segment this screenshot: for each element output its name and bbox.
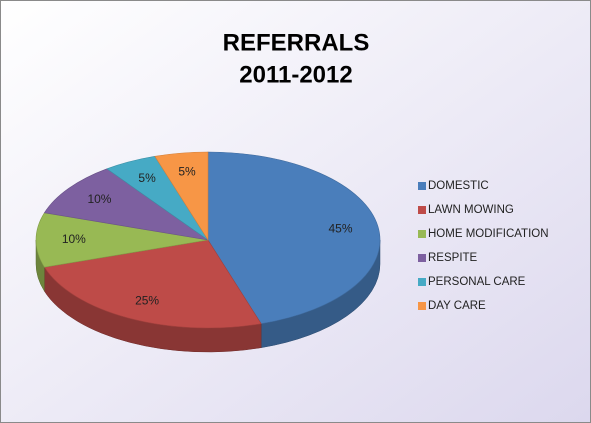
data-label: 25% [135, 293, 159, 307]
legend-swatch [418, 254, 426, 262]
legend-swatch [418, 206, 426, 214]
data-label: 10% [62, 232, 86, 246]
legend-label: DOMESTIC [428, 180, 489, 192]
legend-swatch [418, 302, 426, 310]
legend-label: PERSONAL CARE [428, 276, 526, 288]
legend-label: LAWN MOWING [428, 204, 514, 216]
data-label: 45% [328, 221, 352, 235]
legend-swatch [418, 182, 426, 190]
data-label: 10% [87, 192, 111, 206]
pie-slice [154, 151, 209, 242]
chart-title: REFERRALS [223, 29, 370, 56]
data-label: 5% [138, 171, 156, 185]
pie-slice [43, 168, 209, 241]
legend-label: DAY CARE [428, 300, 486, 312]
legend-swatch [418, 230, 426, 238]
pie-slice [35, 212, 209, 268]
legend-label: HOME MODIFICATION [428, 228, 549, 240]
chart-title: 2011-2012 [239, 61, 352, 88]
pie-slice [43, 239, 262, 329]
pie-slice [207, 151, 381, 325]
data-label: 5% [178, 164, 196, 178]
legend-label: RESPITE [428, 252, 478, 264]
legend-swatch [418, 278, 426, 286]
